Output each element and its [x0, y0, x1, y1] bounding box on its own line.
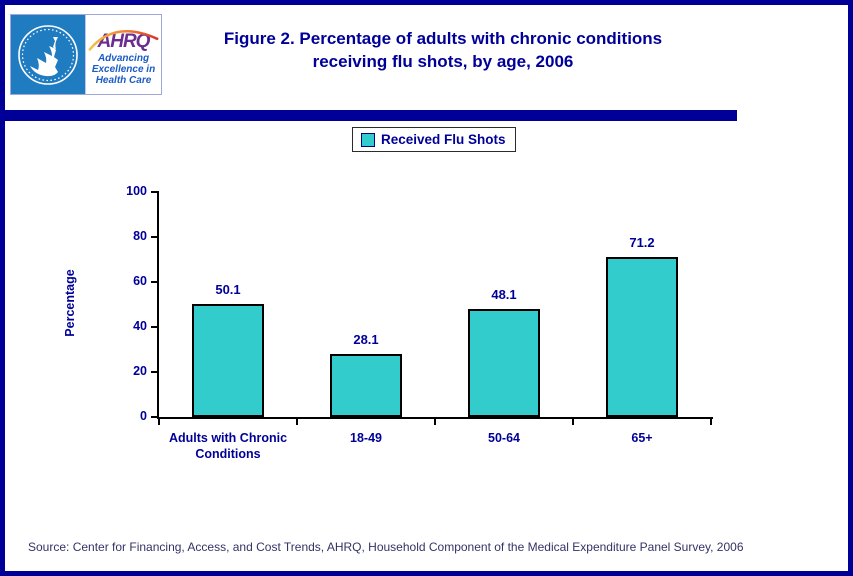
ahrq-arc-icon: [88, 30, 159, 51]
x-category-label: 65+: [631, 431, 653, 445]
ahrq-acronym: AHRQ: [97, 31, 151, 52]
bar-value-label: 28.1: [353, 331, 379, 347]
hhs-eagle-icon: [18, 25, 78, 85]
source-note: Source: Center for Financing, Access, an…: [28, 540, 744, 554]
legend-swatch-icon: [361, 132, 375, 147]
x-tick-mark: [158, 418, 160, 425]
y-axis-line: [157, 192, 159, 419]
y-tick-label: 0: [140, 409, 147, 423]
x-tick-mark: [296, 418, 298, 425]
hhs-seal: [11, 15, 85, 94]
x-category-label: Adults with Chronic Conditions: [168, 431, 288, 461]
y-tick-mark: [151, 191, 159, 193]
y-tick-mark: [151, 236, 159, 238]
y-tick-label: 40: [133, 319, 147, 333]
y-axis-title: Percentage: [63, 269, 77, 337]
header-divider-bar: [5, 110, 737, 121]
legend-label: Received Flu Shots: [381, 132, 506, 147]
bar: [606, 256, 678, 417]
ahrq-tagline: Advancing Excellence in Health Care: [91, 53, 156, 86]
y-tick-mark: [151, 281, 159, 283]
x-tick-mark: [434, 418, 436, 425]
chart-legend: Received Flu Shots: [352, 127, 516, 152]
y-tick-mark: [151, 416, 159, 418]
x-tick-mark: [710, 418, 712, 425]
y-tick-label: 80: [133, 229, 147, 243]
bar-value-label: 50.1: [215, 282, 241, 298]
y-tick-mark: [151, 371, 159, 373]
x-category-label: 50-64: [488, 431, 520, 445]
ahrq-logo: AHRQ Advancing Excellence in Health Care: [85, 15, 161, 94]
hhs-ahrq-logo: AHRQ Advancing Excellence in Health Care: [10, 14, 162, 95]
bar: [330, 353, 402, 417]
bar: [192, 304, 264, 417]
y-tick-mark: [151, 326, 159, 328]
x-category-label: 18-49: [350, 431, 382, 445]
bar-value-label: 71.2: [629, 234, 655, 250]
bar-value-label: 48.1: [491, 286, 517, 302]
figure-title: Figure 2. Percentage of adults with chro…: [223, 29, 663, 71]
y-tick-label: 100: [126, 184, 147, 198]
y-tick-label: 60: [133, 274, 147, 288]
y-tick-label: 20: [133, 364, 147, 378]
bar: [468, 308, 540, 417]
x-tick-mark: [572, 418, 574, 425]
